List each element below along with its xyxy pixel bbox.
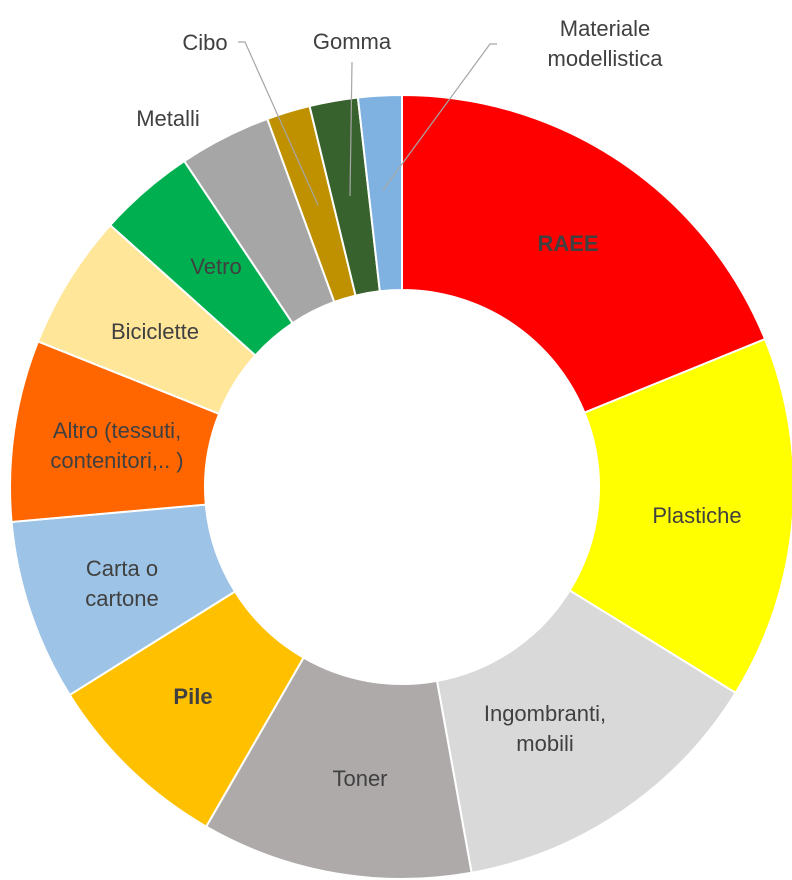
slice-label: Cibo <box>182 30 227 55</box>
leader-line <box>349 61 353 197</box>
slice-label: Gomma <box>313 29 392 54</box>
donut-slice <box>356 93 403 293</box>
labels: RAEE Plastiche Ingombranti, mobili Toner Pile… <box>50 16 741 791</box>
donut <box>9 93 792 880</box>
slice-label: RAEE <box>537 231 598 256</box>
slice-label: Materiale modellistica <box>548 16 664 71</box>
slice-label: Plastiche <box>652 503 741 528</box>
slice-label: Pile <box>173 684 212 709</box>
donut-slice <box>401 93 767 414</box>
slice-label: Biciclette <box>111 319 199 344</box>
leader-line <box>238 41 319 206</box>
slice-label: Carta o cartone <box>85 556 158 611</box>
leader-line <box>382 43 497 191</box>
slice-label: Toner <box>332 766 387 791</box>
donut-slice <box>568 337 792 695</box>
slice-label: Altro (tessuti, contenitori,.. ) <box>50 418 183 473</box>
donut-slice <box>435 589 737 874</box>
slice-label: Metalli <box>136 106 200 131</box>
slice-label: Ingombranti, mobili <box>484 701 606 756</box>
slice-label: Vetro <box>190 254 241 279</box>
